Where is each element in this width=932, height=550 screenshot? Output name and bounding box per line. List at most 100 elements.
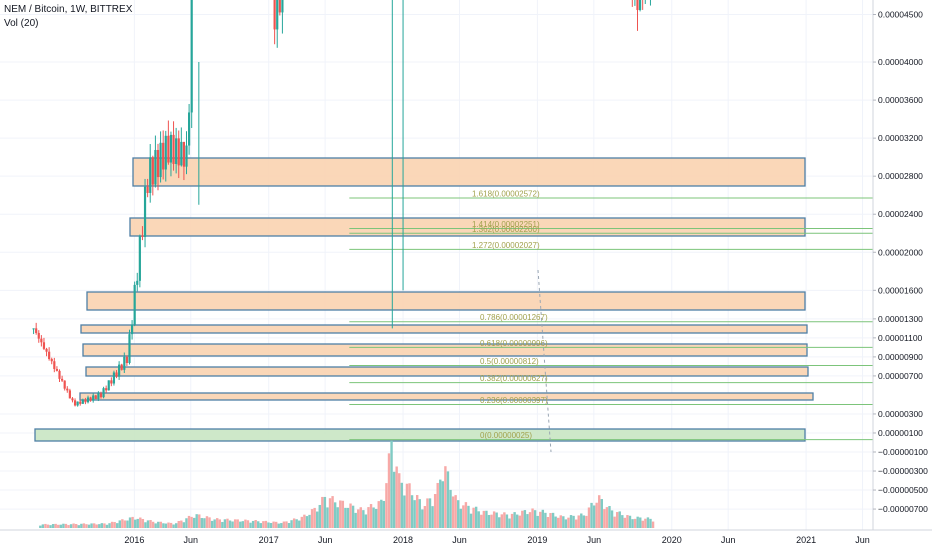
volume-bar [59, 524, 63, 528]
resistance-zone[interactable] [85, 366, 809, 377]
volume-bar [233, 519, 237, 528]
time-axis-label: Jun [318, 535, 333, 545]
volume-bar [626, 515, 629, 528]
volume-bar [410, 495, 414, 528]
volume-bar [421, 509, 424, 528]
volume-bar [174, 523, 178, 528]
fib-level-label: 0.5(0.00000812) [480, 357, 539, 366]
volume-bar [328, 498, 332, 528]
volume-bar [298, 520, 301, 528]
volume-bar [508, 518, 511, 528]
volume-bar [74, 523, 78, 528]
support-zone[interactable] [79, 392, 814, 401]
volume-bar [515, 514, 519, 528]
volume-bar [259, 523, 262, 528]
price-axis-label: −0.00000500 [878, 485, 928, 495]
resistance-zone[interactable] [132, 157, 806, 187]
candle-body [79, 401, 82, 404]
volume-bar [651, 521, 655, 528]
price-axis-label: 0.00004500 [878, 10, 923, 20]
candle-body [40, 338, 43, 343]
volume-bar [39, 525, 42, 528]
volume-bar [485, 510, 488, 528]
volume-bar [608, 506, 611, 528]
volume-bar [439, 479, 442, 528]
volume-bar [392, 471, 396, 528]
volume-bar [41, 524, 45, 528]
chart-symbol-legend[interactable]: NEM / Bitcoin, 1W, BITTREX [4, 4, 133, 15]
volume-bar [513, 512, 516, 528]
candle-body [112, 372, 116, 384]
volume-bar [574, 519, 578, 528]
volume-legend[interactable]: Vol (20) [4, 18, 39, 29]
volume-bar [241, 521, 245, 528]
volume-bar [128, 517, 132, 528]
resistance-zone[interactable] [82, 343, 808, 357]
volume-bar [277, 523, 280, 528]
volume-bar [510, 513, 514, 528]
volume-bar [51, 524, 55, 528]
candle-body [177, 138, 180, 166]
volume-bar [126, 520, 129, 528]
volume-bar [305, 516, 309, 528]
volume-bar [469, 513, 473, 528]
candle-body [68, 390, 71, 399]
candle-body [638, 0, 642, 11]
price-axis-label: −0.00000700 [878, 504, 928, 514]
volume-bar [149, 520, 152, 528]
price-axis-label: 0.00002000 [878, 247, 923, 257]
volume-bar [426, 498, 429, 528]
volume-bar [433, 494, 437, 528]
volume-bar [308, 514, 311, 528]
fib-level-label: 1.414(0.00002251) [472, 220, 540, 229]
volume-bar [549, 513, 552, 528]
resistance-zone[interactable] [129, 217, 806, 237]
volume-bar [157, 521, 160, 528]
volume-bar [310, 509, 314, 528]
candle-body [55, 368, 59, 371]
volume-bar [274, 521, 278, 528]
candle-body [115, 372, 118, 377]
candle-body [76, 401, 79, 406]
volume-bar [582, 515, 586, 528]
volume-bar [536, 515, 539, 528]
candle-body [149, 157, 152, 193]
volume-bar [431, 506, 434, 528]
volume-bar [244, 519, 247, 528]
volume-bar [349, 503, 352, 528]
volume-bar [405, 483, 409, 528]
volume-bar [110, 521, 114, 528]
time-axis-label: 2020 [662, 535, 682, 545]
volume-bar [618, 511, 621, 528]
volume-bar [341, 500, 345, 528]
candle-body [110, 380, 113, 384]
candle-body [172, 134, 175, 164]
volume-bar [544, 512, 547, 528]
candle-body [45, 348, 48, 352]
fib-trend-line[interactable] [537, 269, 552, 453]
volume-bar [503, 512, 506, 528]
volume-bar [67, 525, 70, 528]
volume-bar [80, 523, 83, 528]
candle-body [190, 0, 193, 113]
resistance-zone[interactable] [80, 324, 808, 334]
volume-bar [49, 525, 52, 528]
support-zone-green[interactable] [34, 428, 806, 442]
volume-bar [390, 440, 393, 528]
volume-bar [280, 523, 283, 528]
volume-bar [477, 511, 480, 528]
volume-bar [444, 466, 447, 528]
volume-bar [641, 520, 645, 528]
volume-bar [72, 523, 75, 528]
volume-bar [164, 523, 168, 528]
time-axis-label: Jun [587, 535, 602, 545]
volume-bar [223, 519, 227, 528]
volume-bar [646, 517, 650, 528]
resistance-zone[interactable] [86, 291, 806, 311]
candle-body [167, 135, 170, 163]
price-axis-label: 0.00002800 [878, 171, 923, 181]
candle-body [60, 378, 64, 381]
volume-bar [441, 481, 445, 528]
volume-bar [159, 521, 163, 528]
